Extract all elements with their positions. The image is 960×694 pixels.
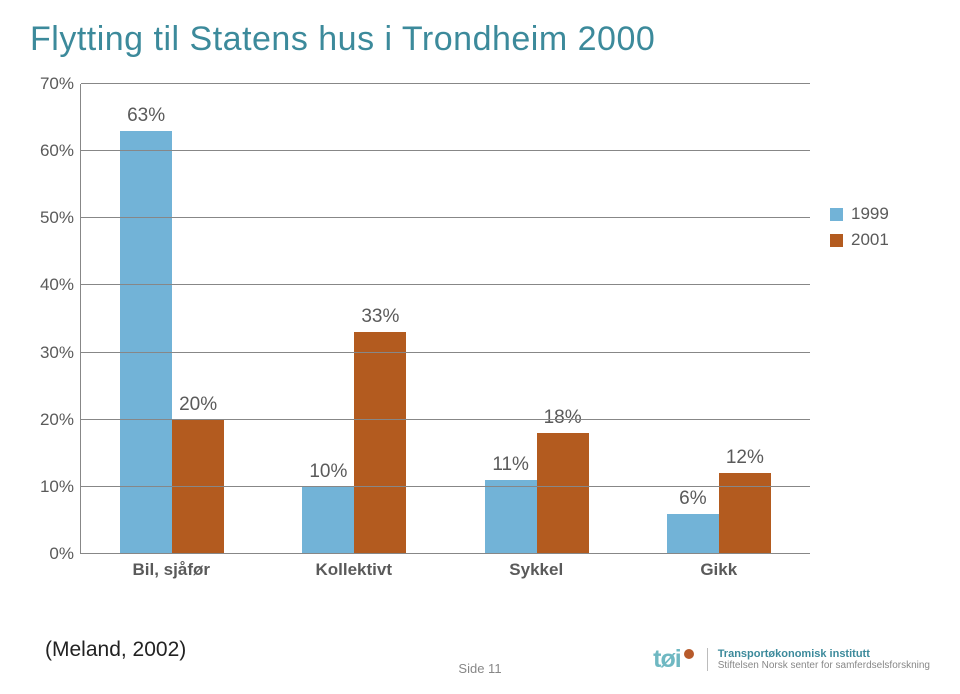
bar-value-label: 63% (120, 105, 172, 127)
bar: 10% (302, 84, 354, 554)
bar: 12% (719, 84, 771, 554)
bar-value-label: 11% (485, 454, 537, 476)
slide-title: Flytting til Statens hus i Trondheim 200… (30, 20, 930, 59)
bar: 63% (120, 84, 172, 554)
bar-pair: 10%33% (263, 84, 445, 554)
category-group: 10%33% (263, 84, 445, 554)
bar-pair: 11%18% (446, 84, 628, 554)
bar-value-label: 20% (172, 394, 224, 416)
bar: 6% (667, 84, 719, 554)
category-group: 11%18% (446, 84, 628, 554)
x-tick-label: Gikk (628, 560, 811, 580)
gridline (81, 83, 810, 84)
legend-swatch-icon (830, 208, 843, 221)
toi-logo-text: tøi (653, 645, 681, 674)
legend-label: 2001 (851, 230, 889, 250)
bar-fill: 6% (667, 514, 719, 554)
legend: 1999 2001 (830, 204, 889, 554)
bar: 20% (172, 84, 224, 554)
category-group: 63%20% (81, 84, 263, 554)
bar-fill: 10% (302, 487, 354, 554)
y-tick-label: 10% (40, 477, 74, 497)
bar: 18% (537, 84, 589, 554)
gridline (81, 419, 810, 420)
bar-fill: 63% (120, 131, 172, 554)
logo-block: tøi Transportøkonomisk institutt Stiftel… (653, 645, 930, 674)
bar-fill: 11% (485, 480, 537, 554)
x-tick-label: Sykkel (445, 560, 628, 580)
bar-value-label: 6% (667, 488, 719, 510)
toi-logo-subtitle: Transportøkonomisk institutt Stiftelsen … (707, 648, 930, 671)
y-tick-label: 20% (40, 410, 74, 430)
y-tick-label: 0% (49, 544, 74, 564)
bar: 33% (354, 84, 406, 554)
legend-swatch-icon (830, 234, 843, 247)
logo-line2: Stiftelsen Norsk senter for samferdselsf… (718, 660, 930, 671)
gridline (81, 486, 810, 487)
toi-logo: tøi (653, 645, 697, 674)
bar-value-label: 33% (354, 306, 406, 328)
chart: 0%10%20%30%40%50%60%70% 63%20%10%33%11%1… (30, 84, 810, 554)
plot-inner: 63%20%10%33%11%18%6%12% (81, 84, 810, 554)
bars-area: 63%20%10%33%11%18%6%12% (81, 84, 810, 554)
plot-area: 63%20%10%33%11%18%6%12% (80, 84, 810, 554)
gridline (81, 217, 810, 218)
x-tick-label: Bil, sjåfør (80, 560, 263, 580)
toi-logo-dot-icon (684, 649, 694, 659)
x-tick-label: Kollektivt (263, 560, 446, 580)
y-tick-label: 60% (40, 141, 74, 161)
bar: 11% (485, 84, 537, 554)
legend-item: 2001 (830, 230, 889, 250)
logo-line1: Transportøkonomisk institutt (718, 648, 930, 660)
gridline (81, 284, 810, 285)
x-axis: Bil, sjåførKollektivtSykkelGikk (80, 554, 810, 594)
source-citation: (Meland, 2002) (45, 638, 186, 662)
bar-value-label: 12% (719, 447, 771, 469)
legend-item: 1999 (830, 204, 889, 224)
gridline (81, 352, 810, 353)
gridline (81, 150, 810, 151)
bar-pair: 63%20% (81, 84, 263, 554)
category-group: 6%12% (628, 84, 810, 554)
y-tick-label: 40% (40, 275, 74, 295)
slide-page: Flytting til Statens hus i Trondheim 200… (0, 0, 960, 694)
y-tick-label: 70% (40, 74, 74, 94)
y-axis: 0%10%20%30%40%50%60%70% (30, 84, 80, 554)
page-number: Side 11 (458, 661, 501, 676)
legend-label: 1999 (851, 204, 889, 224)
bar-value-label: 10% (302, 461, 354, 483)
chart-row: 0%10%20%30%40%50%60%70% 63%20%10%33%11%1… (30, 84, 930, 554)
y-tick-label: 50% (40, 208, 74, 228)
bar-pair: 6%12% (628, 84, 810, 554)
footer: (Meland, 2002) Side 11 tøi Transportøkon… (30, 622, 930, 682)
y-tick-label: 30% (40, 343, 74, 363)
bar-fill: 33% (354, 332, 406, 554)
bar-fill: 18% (537, 433, 589, 554)
bar-fill: 20% (172, 420, 224, 554)
